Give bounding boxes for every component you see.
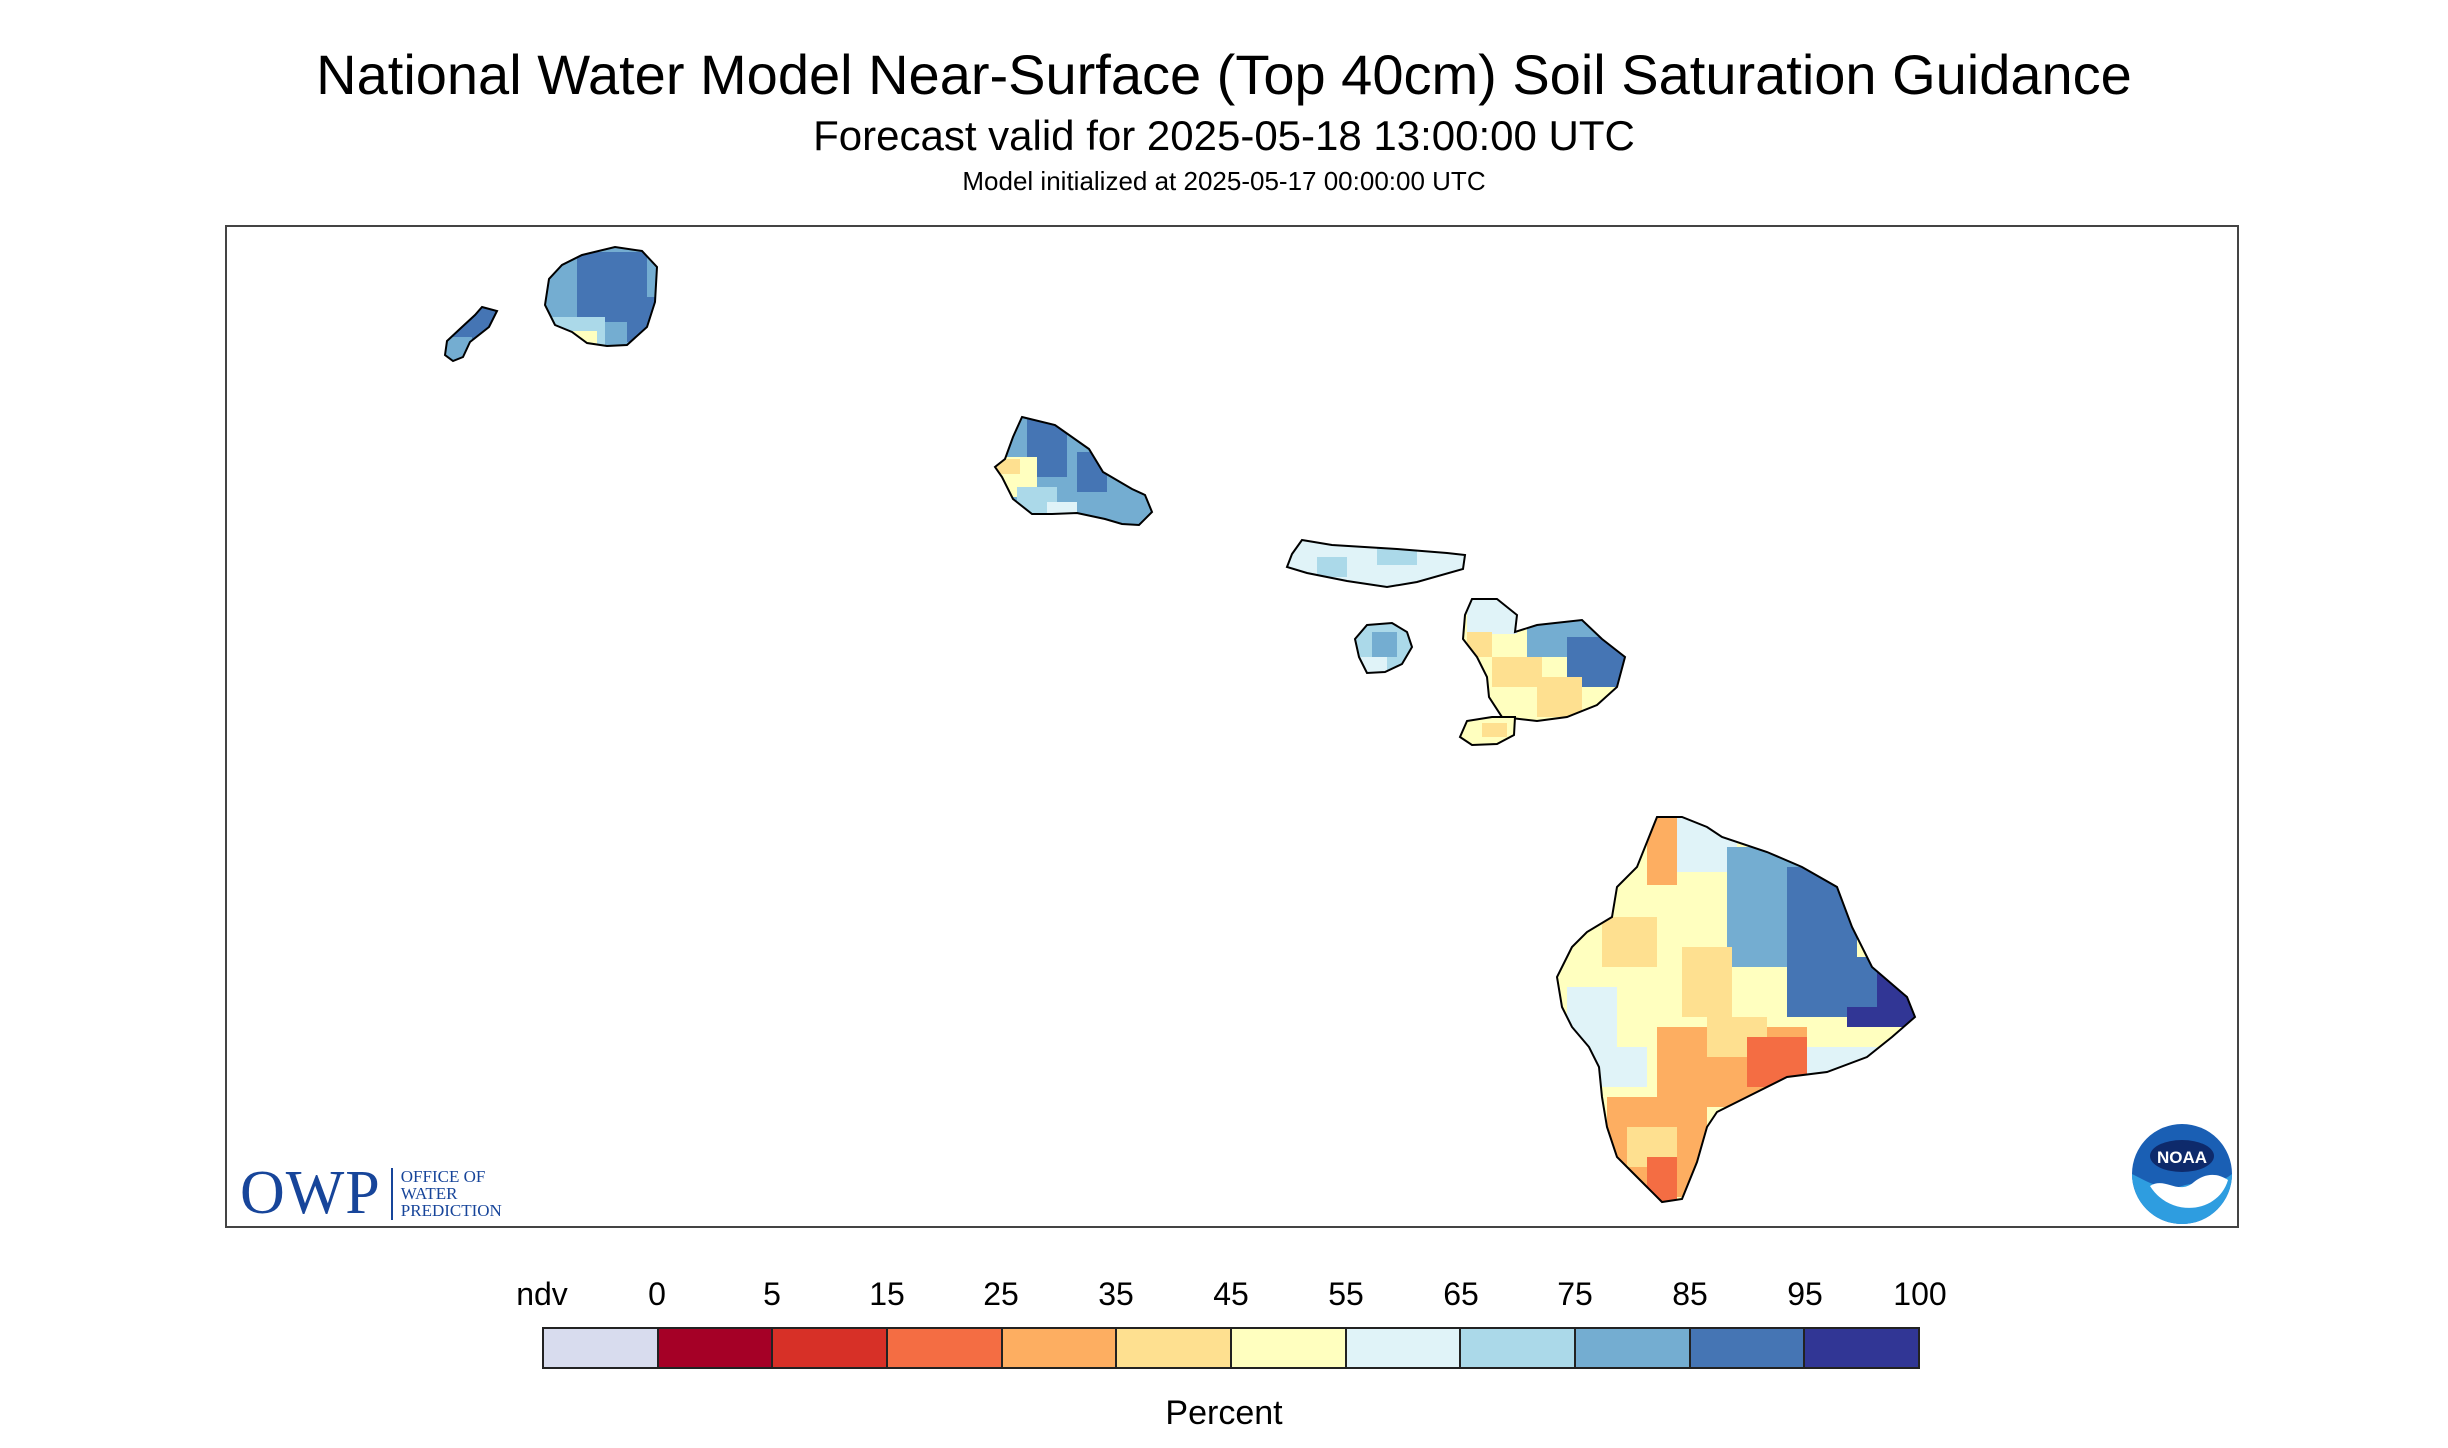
owp-logo: OWP OFFICE OF WATER PREDICTION [240, 1158, 502, 1229]
colorbar-tick-label: 25 [983, 1276, 1019, 1312]
colorbar-swatch [773, 1329, 889, 1367]
island-maui [1461, 598, 1627, 723]
colorbar-tick-label: 5 [763, 1276, 781, 1312]
owp-line-2: WATER [400, 1184, 458, 1203]
colorbar-tick-label: 35 [1098, 1276, 1134, 1312]
colorbar-swatch [544, 1329, 659, 1367]
island-hawaii [1555, 816, 1917, 1204]
owp-line-1: OFFICE OF [400, 1167, 486, 1186]
colorbar-tick-label: 95 [1787, 1276, 1823, 1312]
colorbar-tick-label: 45 [1213, 1276, 1249, 1312]
forecast-valid-subtitle: Forecast valid for 2025-05-18 13:00:00 U… [813, 112, 1635, 159]
colorbar-tick-label: 100 [1893, 1276, 1947, 1312]
owp-logo-divider [390, 1167, 393, 1220]
colorbar-tick-label: 75 [1557, 1276, 1593, 1312]
map-title: National Water Model Near-Surface (Top 4… [316, 43, 2132, 106]
colorbar-tick-label: 55 [1328, 1276, 1364, 1312]
island-lanai [1353, 621, 1414, 675]
colorbar-swatch [658, 1329, 774, 1367]
colorbar-swatch [1805, 1329, 1919, 1367]
colorbar-swatch [1576, 1329, 1691, 1367]
map-panel [225, 225, 2239, 1228]
colorbar-tick-label: 65 [1443, 1276, 1479, 1312]
colorbar-swatch [1117, 1329, 1233, 1367]
hawaii-map [443, 245, 1917, 1204]
island-oahu [993, 415, 1154, 527]
island-kauai [543, 245, 659, 348]
colorbar-swatch [888, 1329, 1003, 1367]
colorbar-swatch [1461, 1329, 1577, 1367]
noaa-logo-icon: NOAA [2132, 1124, 2232, 1224]
model-init-line: Model initialized at 2025-05-17 00:00:00… [962, 166, 1486, 196]
owp-logo-mark: OWP [240, 1159, 381, 1227]
island-molokai [1285, 538, 1467, 589]
colorbar-swatch [1346, 1329, 1462, 1367]
colorbar-tick-label: ndv [516, 1276, 568, 1312]
colorbar-tick-label: 85 [1672, 1276, 1708, 1312]
colorbar-swatch [1002, 1329, 1118, 1367]
noaa-logo-text: NOAA [2157, 1148, 2207, 1167]
colorbar-unit-label: Percent [1165, 1394, 1283, 1432]
colorbar-tick-label: 0 [648, 1276, 666, 1312]
owp-logo-text: OFFICE OF WATER PREDICTION [401, 1168, 502, 1219]
island-kahoolawe [1458, 716, 1517, 747]
colorbar-swatch [1232, 1329, 1347, 1367]
owp-line-3: PREDICTION [400, 1201, 502, 1220]
colorbar-swatch [1690, 1329, 1806, 1367]
island-niihau [443, 305, 499, 363]
colorbar [542, 1327, 1920, 1369]
colorbar-tick-label: 15 [869, 1276, 905, 1312]
